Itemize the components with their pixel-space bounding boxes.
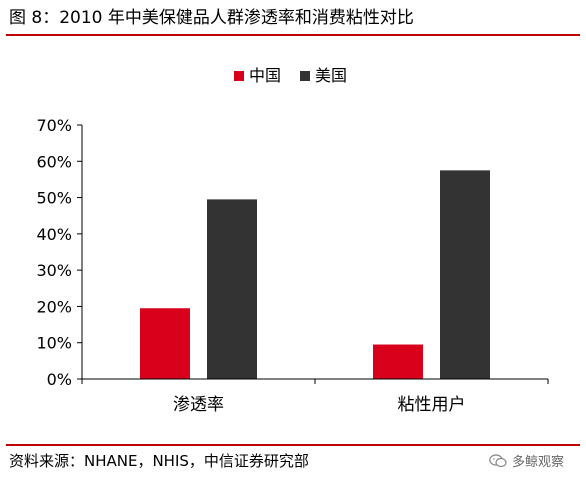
legend-swatch-usa	[300, 71, 310, 81]
y-tick-label: 10%	[36, 334, 72, 353]
bar-usa-1	[440, 170, 490, 379]
legend: 中国 美国	[234, 66, 347, 85]
y-tick-label: 30%	[36, 261, 72, 280]
figure-title: 图 8：2010 年中美保健品人群渗透率和消费粘性对比	[9, 8, 414, 28]
bar-chart: 中国 美国 0% 10% 20% 30% 40% 50% 60% 70% 渗透率 粘性用户	[36, 66, 549, 415]
source-rule	[6, 444, 580, 446]
bar-china-0	[140, 308, 190, 379]
wechat-icon	[489, 453, 507, 467]
source-note: 资料来源：NHANE，NHIS，中信证券研究部	[9, 452, 309, 470]
bar-usa-0	[207, 199, 257, 379]
y-tick-label: 50%	[36, 189, 72, 208]
title-rule	[6, 34, 580, 36]
legend-label-china: 中国	[249, 66, 281, 85]
watermark-text: 多鲸观察	[512, 455, 565, 470]
bars	[140, 170, 490, 379]
y-tick-label: 60%	[36, 152, 72, 171]
y-tick-label: 0%	[47, 370, 72, 389]
watermark: 多鲸观察	[489, 451, 564, 470]
x-axis: 渗透率 粘性用户	[81, 378, 549, 415]
y-axis: 0% 10% 20% 30% 40% 50% 60% 70%	[36, 116, 83, 389]
y-tick-label: 40%	[36, 225, 72, 244]
bar-china-1	[373, 344, 423, 379]
y-tick-label: 20%	[36, 297, 72, 316]
x-tick-label: 渗透率	[173, 395, 224, 415]
legend-swatch-china	[234, 71, 244, 81]
y-tick-label: 70%	[36, 116, 72, 135]
legend-label-usa: 美国	[315, 66, 347, 85]
x-tick-label: 粘性用户	[398, 395, 466, 415]
